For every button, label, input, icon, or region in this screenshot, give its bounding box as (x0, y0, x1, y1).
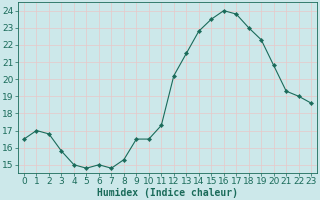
X-axis label: Humidex (Indice chaleur): Humidex (Indice chaleur) (97, 188, 238, 198)
